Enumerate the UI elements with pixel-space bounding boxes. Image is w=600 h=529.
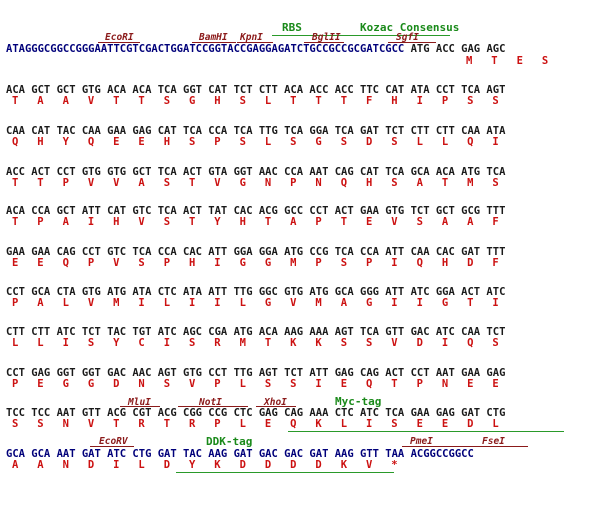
translation-row: T T P V V A S T V G N P N Q H S A T M S (12, 177, 499, 189)
sequence-row: TCC TCC AAT GTT ACG CGT ACG CGG CCG CTC … (6, 407, 506, 419)
myc-tag-label: Myc-tag (335, 395, 382, 408)
kozac-consensus-label: Kozac Consensus (360, 21, 460, 34)
enzyme-xhoi: XhoI (264, 397, 287, 408)
fsei-underline (440, 446, 528, 447)
translation-row: S S N V T R T R P L E Q K L I S E E D L (12, 418, 499, 430)
rbs-label: RBS (282, 21, 302, 34)
enzyme-bamhi: BamHI (199, 32, 228, 43)
enzyme-fsei: FseI (482, 436, 505, 447)
translation-row: P E G G D N S V P L S S I E Q T P N E E (12, 378, 499, 390)
noti-underline (178, 406, 248, 407)
enzyme-ecori: EcoRI (105, 32, 134, 43)
sequence-row-blue: GCA GCA AAT GAT ATC CTG GAT TAC AAG GAT … (6, 448, 474, 460)
sequence-row: GAA GAA CAG CCT GTC TCA CCA CAC ATT GGA … (6, 246, 506, 258)
bamhi-underline (192, 42, 236, 43)
ddk-tag-label: DDK-tag (206, 435, 253, 448)
kpni-underline (237, 42, 273, 43)
enzyme-ecorv: EcoRV (99, 436, 128, 447)
kozac-underline (346, 35, 450, 36)
xhoi-underline (256, 406, 296, 407)
translation-row: T A A V T T S G H S L T T T F H I P S S (12, 95, 499, 107)
ecorv-underline (90, 446, 134, 447)
translation-row: A A N D I L D Y K D D D D K V * (12, 459, 398, 471)
rbs-underline (272, 35, 348, 36)
sequence-row: GCA GCA AAT GAT ATC CTG GAT TAC AAG GAT … (6, 449, 474, 460)
sequence-row: CCT GAG GGT GGT GAC AAC AGT GTG CCT TTG … (6, 367, 506, 379)
mlui-underline (120, 406, 160, 407)
translation-row: Q H Y Q E E H S P S L S G S D S L L Q I (12, 136, 499, 148)
enzyme-mlui: MluI (128, 397, 151, 408)
enzyme-sgfi: SgfI (396, 32, 419, 43)
header-sequence-5prime: ATAGGGCGGCCGGGAATTCGTCGACTGGATCCGGTACCGA… (6, 43, 405, 55)
enzyme-bglii: BglII (312, 32, 341, 43)
enzyme-kpni: KpnI (240, 32, 263, 43)
sequence-row: CCT GCA CTA GTG ATG ATA CTC ATA ATT TTG … (6, 286, 506, 298)
ecori-underline (98, 42, 140, 43)
enzyme-noti: NotI (199, 397, 222, 408)
sequence-row: CTT CTT ATC TCT TAC TGT ATC AGC CGA ATG … (6, 326, 506, 338)
enzyme-pmei: PmeI (410, 436, 433, 447)
header-codons: ATG ACC GAG AGC (410, 43, 506, 55)
sequence-row: ACA GCT GCT GTG ACA ACA TCA GGT CAT TCT … (6, 84, 506, 96)
sequence-row: ACC ACT CCT GTG GTG GCT TCA ACT GTA GGT … (6, 166, 506, 178)
translation-row: P A L V M I L I I L G V M A G I I G T I (12, 297, 499, 309)
myc-tag-underline (288, 431, 564, 432)
header-sequence: ATAGGGCGGCCGGGAATTCGTCGACTGGATCCGGTACCGA… (6, 44, 505, 55)
bglii-underline (304, 42, 344, 43)
sgfi-underline (388, 42, 436, 43)
translation-row: E E Q P V S P H I G G M P S P I Q H D F (12, 257, 499, 269)
translation-row: T P A I H V S T Y H T A P T E V S A A F (12, 216, 499, 228)
sequence-row: CAA CAT TAC CAA GAA GAG CAT TCA CCA TCA … (6, 125, 506, 137)
pmei-underline (402, 446, 440, 447)
translation-row: L L I S Y C I S R M T K K S S V D I Q S (12, 337, 499, 349)
ddk-tag-underline (176, 472, 394, 473)
header-translation: M T E S (466, 55, 549, 67)
sequence-row: ACA CCA GCT ATT CAT GTC TCA ACT TAT CAC … (6, 205, 506, 217)
